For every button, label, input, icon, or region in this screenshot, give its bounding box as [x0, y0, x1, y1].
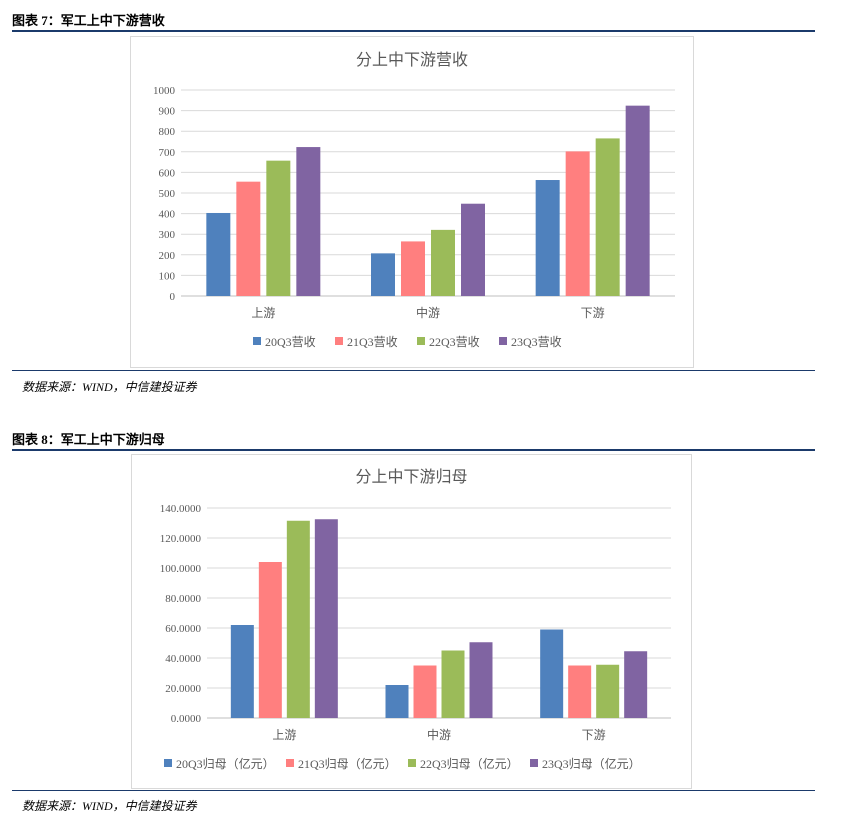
legend-label: 23Q3营收	[511, 335, 562, 349]
y-tick-label: 900	[159, 106, 176, 118]
x-category-label: 中游	[427, 727, 451, 742]
bar-2-3	[625, 105, 650, 296]
bar-2-0	[535, 180, 560, 296]
bar-2-0	[540, 629, 564, 718]
legend-label: 22Q3营收	[429, 335, 480, 349]
bar-1-3	[461, 203, 485, 296]
y-tick-label: 200	[159, 250, 176, 262]
y-tick-label: 100	[159, 270, 176, 282]
figure-7-bottom-rule	[12, 370, 815, 371]
x-category-label: 上游	[251, 306, 275, 320]
bar-0-0	[230, 625, 254, 718]
y-tick-label: 100.0000	[160, 563, 202, 575]
bar-2-1	[565, 151, 590, 296]
figure-7-source: 数据来源：WIND，中信建投证券	[22, 380, 197, 394]
y-tick-label: 20.0000	[165, 683, 201, 695]
bar-0-3	[296, 147, 321, 296]
y-tick-label: 120.0000	[160, 533, 202, 545]
chart-title: 分上中下游营收	[356, 51, 468, 69]
y-tick-label: 1000	[153, 85, 176, 97]
bar-0-0	[206, 212, 231, 296]
figure-7-caption: 图表 7：军工上中下游营收	[12, 13, 165, 28]
net-profit-chart-svg: 分上中下游归母 0.0000 20.0000 40.0000 60.0000 80.000…	[160, 468, 671, 771]
legend-swatch	[417, 337, 425, 345]
bar-0-1	[236, 181, 261, 296]
bar-2-2	[595, 138, 620, 296]
y-tick-label: 40.0000	[165, 653, 201, 665]
figure-8-top-rule	[12, 449, 815, 451]
bar-2-3	[624, 651, 648, 718]
figure-8-source: 数据来源：WIND，中信建投证券	[22, 799, 197, 813]
y-tick-label: 600	[159, 167, 176, 179]
bar-0-2	[266, 160, 291, 296]
y-tick-label: 60.0000	[165, 623, 201, 635]
revenue-chart: 分上中下游营收 0 100 200 300 400 500 600 700 800 900 1000 上…	[130, 36, 694, 368]
legend-label: 21Q3营收	[347, 335, 398, 349]
legend-swatch	[530, 759, 538, 767]
bar-1-0	[371, 253, 395, 296]
legend-label: 23Q3归母（亿元）	[542, 756, 641, 771]
x-category-label: 下游	[581, 306, 605, 320]
x-category-label: 下游	[582, 728, 606, 742]
y-tick-label: 300	[159, 229, 176, 241]
bar-0-2	[286, 520, 310, 718]
bar-2-2	[596, 664, 620, 718]
legend-label: 22Q3归母（亿元）	[420, 756, 519, 771]
legend-label: 20Q3归母（亿元）	[176, 756, 275, 771]
bar-0-1	[258, 562, 282, 718]
chart-title: 分上中下游归母	[355, 468, 467, 486]
figure-7-top-rule	[12, 30, 815, 32]
legend-swatch	[286, 759, 294, 767]
bar-1-2	[441, 650, 465, 718]
bar-1-2	[431, 229, 455, 296]
legend-swatch	[335, 337, 343, 345]
y-tick-label: 800	[159, 126, 176, 138]
y-tick-label: 80.0000	[165, 593, 201, 605]
bar-1-1	[413, 665, 437, 718]
y-tick-label: 700	[159, 147, 176, 159]
figure-8-caption: 图表 8：军工上中下游归母	[12, 432, 165, 447]
bar-0-3	[314, 519, 338, 718]
legend-label: 21Q3归母（亿元）	[298, 756, 397, 771]
y-tick-label: 0.0000	[171, 713, 202, 725]
legend-label: 20Q3营收	[265, 335, 316, 349]
y-tick-label: 500	[159, 188, 176, 200]
y-tick-label: 400	[159, 209, 176, 221]
bar-1-1	[401, 241, 425, 296]
legend-swatch	[408, 759, 416, 767]
legend-swatch	[253, 337, 261, 345]
bar-1-3	[469, 642, 493, 718]
legend-swatch	[499, 337, 507, 345]
x-category-label: 上游	[272, 728, 296, 742]
bar-2-1	[568, 665, 592, 718]
x-category-label: 中游	[416, 305, 440, 320]
figure-8-bottom-rule	[12, 790, 815, 791]
y-tick-label: 140.0000	[160, 503, 202, 515]
net-profit-chart: 分上中下游归母 0.0000 20.0000 40.0000 60.0000 80.000…	[131, 454, 692, 789]
y-tick-label: 0	[170, 291, 176, 303]
bar-1-0	[385, 685, 409, 718]
revenue-chart-svg: 分上中下游营收 0 100 200 300 400 500 600 700 800 900 1000 上…	[153, 51, 675, 349]
legend-swatch	[164, 759, 172, 767]
